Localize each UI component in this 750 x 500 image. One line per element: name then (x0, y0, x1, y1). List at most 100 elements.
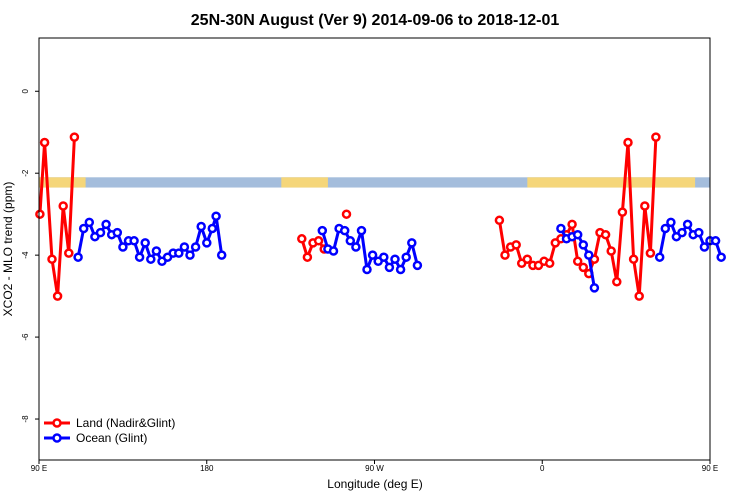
data-point (356, 225, 367, 236)
data-point (572, 229, 583, 240)
data-point (699, 242, 710, 252)
data-point (578, 240, 589, 250)
legend-label: Ocean (Glint) (76, 431, 147, 445)
data-point (589, 283, 600, 293)
data-point (694, 227, 704, 238)
data-point (617, 207, 628, 217)
data-point (379, 252, 389, 262)
data-point (95, 227, 106, 238)
data-point (584, 250, 594, 260)
data-point (544, 258, 555, 269)
data-point (35, 209, 45, 219)
series-ocean (73, 211, 726, 293)
data-point (69, 132, 80, 142)
data-point (328, 246, 339, 256)
data-point (556, 223, 566, 234)
data-point (645, 248, 656, 258)
data-point (682, 219, 693, 230)
data-point (297, 234, 307, 244)
data-point (367, 250, 378, 260)
data-point (129, 236, 139, 246)
ocean-strip (39, 177, 710, 188)
data-point (341, 209, 352, 219)
data-point (567, 219, 577, 230)
data-point (494, 215, 505, 226)
data-point (179, 242, 190, 252)
data-point (666, 217, 676, 228)
data-point (313, 236, 324, 246)
data-point (78, 223, 89, 234)
y-tick-label: -6 (21, 333, 30, 341)
land-strip-segment (39, 177, 86, 188)
y-axis-label: XCO2 - MLO trend (ppm) (1, 182, 15, 317)
legend: Land (Nadir&Glint)Ocean (Glint) (44, 416, 175, 445)
data-point (401, 252, 411, 262)
data-point (317, 225, 328, 236)
data-point (140, 238, 150, 248)
series-line (38, 137, 76, 298)
data-point (628, 254, 639, 264)
data-point (58, 201, 68, 211)
y-tick-label: -8 (21, 415, 30, 423)
data-point (211, 211, 221, 221)
y-tick-label: 0 (21, 88, 30, 93)
series-line (497, 137, 658, 298)
land-strip-segment (281, 177, 328, 188)
data-point (202, 238, 212, 248)
data-point (84, 217, 95, 228)
data-point (73, 252, 83, 262)
data-point (207, 223, 218, 234)
data-point (395, 264, 406, 275)
data-point (302, 252, 313, 262)
data-point (196, 221, 206, 232)
data-point (362, 264, 372, 275)
x-tick-label: 90 W (365, 464, 384, 473)
data-point (511, 240, 521, 250)
data-point (634, 291, 644, 301)
land-ocean-strip (39, 177, 710, 188)
data-point (654, 252, 665, 262)
x-tick-label: 90 E (702, 464, 718, 473)
data-point (190, 242, 201, 252)
data-point (384, 262, 395, 273)
data-point (640, 201, 650, 211)
data-point (134, 252, 145, 262)
land-strip-segment (527, 177, 696, 188)
data-point (500, 250, 510, 260)
data-point (623, 137, 633, 148)
data-point (52, 291, 63, 301)
series-land (35, 132, 661, 301)
plot-frame (38, 37, 711, 461)
data-point (612, 277, 622, 287)
y-tick-label: -2 (21, 169, 30, 177)
data-point (412, 260, 423, 271)
data-point (64, 248, 74, 258)
data-point (216, 250, 227, 260)
data-point (716, 252, 726, 262)
data-point (578, 262, 589, 273)
data-point (710, 236, 721, 246)
chart-title: 25N-30N August (Ver 9) 2014-09-06 to 201… (191, 12, 560, 29)
data-point (390, 254, 400, 264)
legend-swatch-marker (52, 433, 62, 443)
data-point (606, 246, 616, 256)
y-tick-label: -4 (21, 251, 30, 259)
legend-label: Land (Nadir&Glint) (76, 416, 175, 430)
x-tick-label: 0 (540, 464, 545, 473)
data-point (345, 236, 356, 246)
data-point (677, 227, 687, 238)
legend-swatch-marker (52, 418, 62, 428)
x-axis-label: Longitude (deg E) (327, 477, 422, 491)
data-point (651, 132, 661, 142)
series-layer (35, 132, 726, 301)
data-point (660, 223, 671, 234)
data-point (47, 254, 57, 264)
data-point (118, 242, 128, 252)
data-point (522, 254, 533, 264)
data-point (39, 137, 50, 148)
data-point (151, 246, 162, 256)
x-tick-label: 180 (200, 464, 214, 473)
x-tick-label: 90 E (31, 464, 47, 473)
